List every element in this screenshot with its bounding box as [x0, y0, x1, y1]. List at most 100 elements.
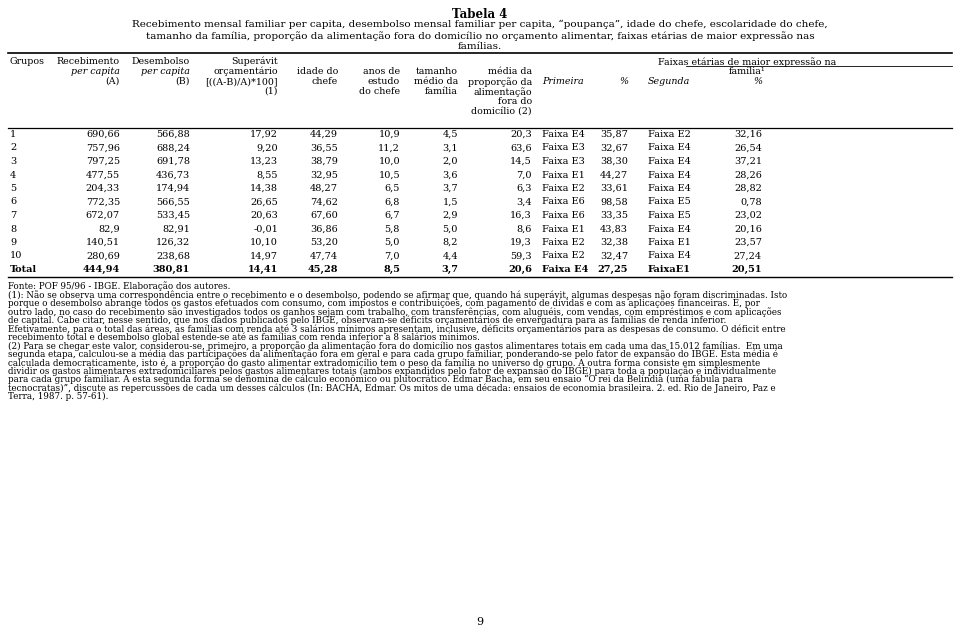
Text: 20,3: 20,3: [511, 130, 532, 139]
Text: Faixa E3: Faixa E3: [542, 143, 585, 153]
Text: alimentação: alimentação: [473, 87, 532, 97]
Text: Faixa E2: Faixa E2: [542, 238, 585, 247]
Text: 11,2: 11,2: [378, 143, 400, 153]
Text: 688,24: 688,24: [156, 143, 190, 153]
Text: 4,5: 4,5: [443, 130, 458, 139]
Text: 7,0: 7,0: [516, 170, 532, 179]
Text: 38,79: 38,79: [310, 157, 338, 166]
Text: calculada democraticamente, isto é, a proporção do gasto alimentar extradomicíli: calculada democraticamente, isto é, a pr…: [8, 358, 760, 368]
Text: 32,67: 32,67: [600, 143, 628, 153]
Text: 6,3: 6,3: [516, 184, 532, 193]
Text: 32,47: 32,47: [600, 252, 628, 261]
Text: 20,51: 20,51: [732, 265, 762, 274]
Text: 9: 9: [10, 238, 16, 247]
Text: Faixa E5: Faixa E5: [648, 198, 691, 206]
Text: 380,81: 380,81: [153, 265, 190, 274]
Text: do chefe: do chefe: [359, 87, 400, 96]
Text: 9: 9: [476, 617, 484, 627]
Text: 6,5: 6,5: [385, 184, 400, 193]
Text: 436,73: 436,73: [156, 170, 190, 179]
Text: Faixa E4: Faixa E4: [648, 184, 691, 193]
Text: Faixa E4: Faixa E4: [542, 265, 588, 274]
Text: 35,87: 35,87: [600, 130, 628, 139]
Text: (2) Para se chegar este valor, considerou-se, primeiro, a proporção da alimentaç: (2) Para se chegar este valor, considero…: [8, 341, 782, 351]
Text: 23,57: 23,57: [734, 238, 762, 247]
Text: Fonte: POF 95/96 - IBGE. Elaboração dos autores.: Fonte: POF 95/96 - IBGE. Elaboração dos …: [8, 281, 230, 292]
Text: 140,51: 140,51: [85, 238, 120, 247]
Text: 48,27: 48,27: [310, 184, 338, 193]
Text: Faixa E6: Faixa E6: [542, 211, 585, 220]
Text: 28,82: 28,82: [734, 184, 762, 193]
Text: 44,29: 44,29: [310, 130, 338, 139]
Text: 10,10: 10,10: [251, 238, 278, 247]
Text: 8,5: 8,5: [383, 265, 400, 274]
Text: estudo: estudo: [368, 77, 400, 86]
Text: Faixa E4: Faixa E4: [542, 130, 585, 139]
Text: tamanho: tamanho: [416, 67, 458, 76]
Text: 10: 10: [10, 252, 22, 261]
Text: 5,0: 5,0: [385, 238, 400, 247]
Text: 204,33: 204,33: [85, 184, 120, 193]
Text: Tabela 4: Tabela 4: [452, 8, 508, 21]
Text: Faixa E1: Faixa E1: [648, 238, 691, 247]
Text: 4: 4: [10, 170, 16, 179]
Text: fora do: fora do: [497, 97, 532, 106]
Text: 3,4: 3,4: [516, 198, 532, 206]
Text: 38,30: 38,30: [600, 157, 628, 166]
Text: 3,7: 3,7: [443, 184, 458, 193]
Text: Faixa E2: Faixa E2: [542, 184, 585, 193]
Text: 3,1: 3,1: [443, 143, 458, 153]
Text: 533,45: 533,45: [156, 211, 190, 220]
Text: 690,66: 690,66: [86, 130, 120, 139]
Text: 6,8: 6,8: [385, 198, 400, 206]
Text: médio da: médio da: [414, 77, 458, 86]
Text: Recebimento mensal familiar per capita, desembolso mensal familiar per capita, “: Recebimento mensal familiar per capita, …: [132, 20, 828, 29]
Text: -0,01: -0,01: [253, 225, 278, 233]
Text: Faixa E4: Faixa E4: [648, 252, 691, 261]
Text: 8,2: 8,2: [443, 238, 458, 247]
Text: 33,35: 33,35: [600, 211, 628, 220]
Text: 3,6: 3,6: [443, 170, 458, 179]
Text: 691,78: 691,78: [156, 157, 190, 166]
Text: 74,62: 74,62: [310, 198, 338, 206]
Text: 98,58: 98,58: [600, 198, 628, 206]
Text: 126,32: 126,32: [156, 238, 190, 247]
Text: per capita: per capita: [71, 67, 120, 76]
Text: 20,63: 20,63: [251, 211, 278, 220]
Text: 43,83: 43,83: [600, 225, 628, 233]
Text: 27,25: 27,25: [597, 265, 628, 274]
Text: (B): (B): [176, 77, 190, 86]
Text: 444,94: 444,94: [83, 265, 120, 274]
Text: famílias.: famílias.: [458, 42, 502, 51]
Text: Faixa E1: Faixa E1: [542, 170, 585, 179]
Text: 28,26: 28,26: [734, 170, 762, 179]
Text: 47,74: 47,74: [310, 252, 338, 261]
Text: 1,5: 1,5: [443, 198, 458, 206]
Text: 5,8: 5,8: [385, 225, 400, 233]
Text: Superávit: Superávit: [231, 57, 278, 66]
Text: tecnocratas)”, discute as repercussões de cada um desses cálculos (In: BACHA, Ed: tecnocratas)”, discute as repercussões d…: [8, 384, 776, 393]
Text: 37,21: 37,21: [733, 157, 762, 166]
Text: família: família: [425, 87, 458, 96]
Text: 26,65: 26,65: [251, 198, 278, 206]
Text: 797,25: 797,25: [85, 157, 120, 166]
Text: porque o desembolso abrange todos os gastos efetuados com consumo, com impostos : porque o desembolso abrange todos os gas…: [8, 298, 760, 309]
Text: 477,55: 477,55: [85, 170, 120, 179]
Text: 27,24: 27,24: [733, 252, 762, 261]
Text: 672,07: 672,07: [85, 211, 120, 220]
Text: de capital. Cabe citar, nesse sentido, que nos dados publicados pelo IBGE, obser: de capital. Cabe citar, nesse sentido, q…: [8, 316, 727, 325]
Text: idade do: idade do: [297, 67, 338, 76]
Text: per capita: per capita: [141, 67, 190, 76]
Text: 20,16: 20,16: [734, 225, 762, 233]
Text: 53,20: 53,20: [310, 238, 338, 247]
Text: 36,55: 36,55: [310, 143, 338, 153]
Text: 20,6: 20,6: [508, 265, 532, 274]
Text: recebimento total e desembolso global estende-se até as famílias com renda infer: recebimento total e desembolso global es…: [8, 333, 480, 342]
Text: Primeira: Primeira: [542, 77, 584, 86]
Text: 14,41: 14,41: [248, 265, 278, 274]
Text: Grupos: Grupos: [10, 57, 45, 66]
Text: proporção da: proporção da: [468, 77, 532, 87]
Text: 32,38: 32,38: [600, 238, 628, 247]
Text: Segunda: Segunda: [648, 77, 690, 86]
Text: orçamentário: orçamentário: [213, 67, 278, 76]
